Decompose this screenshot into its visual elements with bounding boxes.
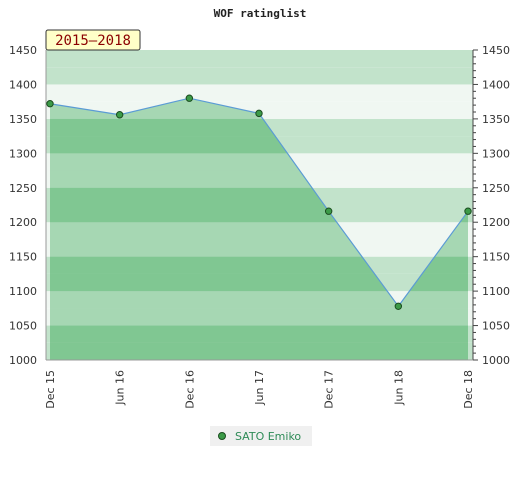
background-band bbox=[46, 308, 473, 326]
chart-title: WOF ratinglist bbox=[214, 7, 307, 20]
x-tick-label: Dec 15 bbox=[44, 370, 57, 409]
range-badge-box bbox=[45, 29, 141, 51]
series-area-band bbox=[50, 325, 468, 360]
y-tick-label-right: 1350 bbox=[482, 113, 510, 126]
series-area bbox=[49, 97, 469, 360]
y-axis-right: 1000 1050 1100 1150 1200 1250 1300 1350 1400 1450 bbox=[472, 44, 510, 367]
y-tick-label-right: 1050 bbox=[482, 320, 510, 333]
x-axis: Dec 15 Jun 16 Dec 16 Jun 17 Dec 17 Jun 18 Dec … bbox=[44, 359, 475, 409]
legend-label: SATO Emiko bbox=[235, 430, 301, 443]
series-area-fill bbox=[50, 98, 468, 360]
x-tick-label: Jun 18 bbox=[392, 370, 405, 406]
y-tick-label-left: 1350 bbox=[9, 113, 37, 126]
y-tick-label-right: 1450 bbox=[482, 44, 510, 57]
background-band bbox=[46, 84, 473, 102]
x-tick-label: Dec 16 bbox=[183, 370, 196, 409]
background-band bbox=[46, 325, 473, 343]
background-band bbox=[46, 291, 473, 309]
data-point bbox=[394, 302, 403, 310]
y-tick-label-left: 1250 bbox=[9, 182, 37, 195]
background-band bbox=[46, 153, 473, 171]
x-tick-label: Jun 17 bbox=[253, 370, 266, 406]
data-point bbox=[255, 109, 263, 118]
data-point bbox=[185, 94, 194, 102]
x-tick-label: Jun 16 bbox=[114, 370, 127, 406]
background-band bbox=[46, 205, 473, 223]
background-band bbox=[46, 239, 473, 257]
background-band bbox=[46, 222, 473, 240]
y-tick-label-right: 1200 bbox=[482, 216, 510, 229]
series-markers bbox=[46, 94, 472, 310]
background-band bbox=[46, 67, 473, 85]
background-band bbox=[46, 118, 473, 137]
data-point bbox=[464, 207, 472, 215]
y-tick-label-right: 1250 bbox=[482, 182, 510, 195]
legend-box bbox=[210, 426, 312, 446]
y-tick-label-left: 1300 bbox=[9, 147, 37, 160]
y-tick-label-left: 1200 bbox=[9, 216, 37, 229]
background-band bbox=[46, 50, 473, 68]
data-point bbox=[46, 100, 54, 108]
y-tick-label-right: 1400 bbox=[482, 78, 510, 91]
background-band bbox=[46, 273, 473, 292]
background-band bbox=[46, 170, 473, 188]
y-tick-label-left: 1100 bbox=[9, 285, 37, 298]
y-tick-label-right: 1100 bbox=[482, 285, 510, 298]
range-badge: 2015–2018 bbox=[45, 29, 141, 51]
background-band bbox=[46, 256, 473, 274]
legend[interactable]: SATO Emiko bbox=[210, 426, 312, 446]
y-tick-label-left: 1050 bbox=[9, 320, 37, 333]
data-point bbox=[324, 207, 333, 215]
background-band bbox=[46, 342, 473, 360]
y-tick-label-right: 1300 bbox=[482, 147, 510, 160]
y-tick-label-left: 1000 bbox=[9, 354, 37, 367]
y-axis-left: 1000 1050 1100 1150 1200 1250 1300 1350 1400 1450 bbox=[9, 44, 47, 367]
y-tick-label-left: 1150 bbox=[9, 251, 37, 264]
range-badge-label: 2015–2018 bbox=[55, 33, 131, 49]
y-tick-label-left: 1400 bbox=[9, 78, 37, 91]
legend-marker-icon bbox=[218, 432, 226, 440]
background-band bbox=[46, 136, 473, 154]
background-bands bbox=[46, 50, 473, 360]
series-area-group bbox=[50, 98, 468, 360]
background-band bbox=[46, 187, 473, 205]
x-tick-label: Dec 18 bbox=[462, 370, 475, 409]
data-point bbox=[115, 111, 124, 119]
x-tick-label: Dec 17 bbox=[323, 370, 336, 409]
y-tick-label-right: 1150 bbox=[482, 251, 510, 264]
y-tick-label-right: 1000 bbox=[482, 354, 510, 367]
y-tick-label-left: 1450 bbox=[9, 44, 37, 57]
